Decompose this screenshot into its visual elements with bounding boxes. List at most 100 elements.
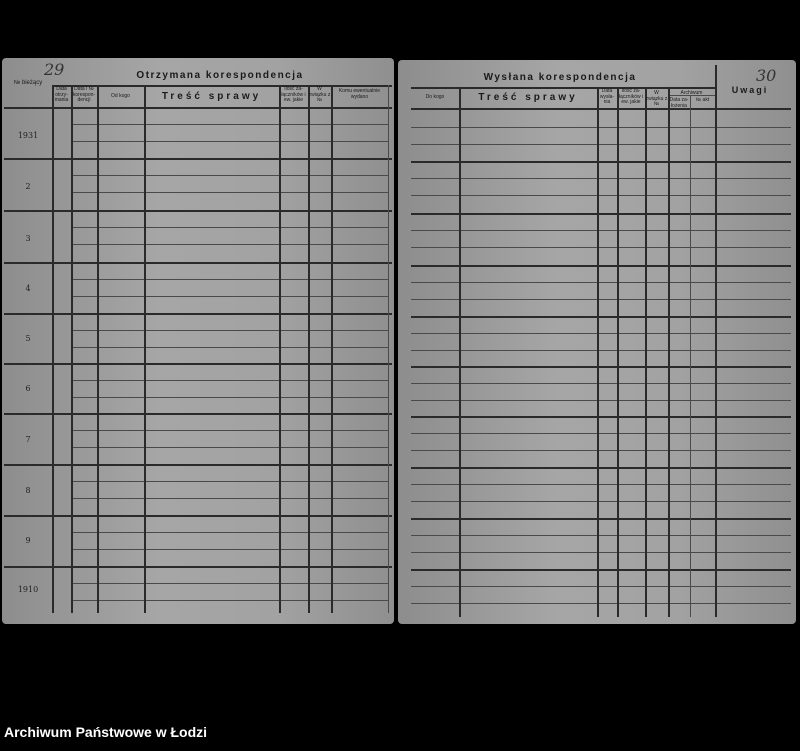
horizontal-rule	[411, 282, 791, 283]
horizontal-rule	[411, 586, 791, 587]
horizontal-rule	[4, 363, 392, 365]
col-related-to: W związku z №	[308, 86, 331, 103]
archive-caption: Archiwum Państwowe w Łodzi	[4, 724, 208, 740]
horizontal-rule	[4, 566, 392, 568]
vertical-rule	[597, 87, 599, 617]
col-date-sent: Data wysła-nia	[599, 88, 615, 105]
horizontal-rule	[71, 481, 388, 482]
horizontal-rule	[411, 501, 791, 502]
horizontal-rule	[411, 87, 715, 89]
horizontal-rule	[411, 535, 791, 536]
vertical-rule	[690, 95, 691, 617]
horizontal-rule	[411, 230, 791, 231]
horizontal-rule	[411, 144, 791, 145]
horizontal-rule	[411, 265, 791, 267]
row-number: 5	[25, 334, 31, 343]
horizontal-rule	[71, 532, 388, 533]
horizontal-rule	[71, 175, 388, 176]
horizontal-rule	[411, 383, 791, 384]
col-handed-to: Komu ewentualnie wydano	[338, 88, 381, 100]
horizontal-rule	[71, 227, 388, 228]
row-number: 2	[25, 182, 31, 191]
horizontal-rule	[71, 498, 388, 499]
horizontal-rule	[668, 95, 715, 96]
col-archive-file-number: № akt	[695, 97, 710, 103]
page-number-right: 30	[756, 66, 777, 85]
horizontal-rule	[71, 583, 388, 584]
horizontal-rule	[71, 549, 388, 550]
horizontal-rule	[71, 397, 388, 398]
vertical-rule	[715, 87, 717, 617]
vertical-rule	[617, 87, 619, 617]
horizontal-rule	[411, 127, 791, 128]
vertical-rule	[715, 65, 717, 87]
col-correspondence-date: Data i № korespon-dencji	[72, 86, 96, 103]
col-attachments: Ilość za-łączników i ew. jakie	[281, 86, 306, 103]
horizontal-rule	[411, 416, 791, 418]
left-page	[2, 58, 394, 624]
vertical-rule	[97, 85, 99, 613]
row-number: 1931	[17, 131, 39, 140]
horizontal-rule	[411, 350, 791, 351]
horizontal-rule	[4, 107, 392, 109]
col-archive-date: Data za-łożenia	[669, 97, 689, 109]
row-number: 8	[25, 486, 31, 495]
vertical-rule	[388, 85, 389, 613]
vertical-rule	[645, 87, 647, 617]
vertical-rule	[279, 85, 281, 613]
row-number: 1910	[17, 585, 39, 594]
horizontal-rule	[4, 158, 392, 160]
horizontal-rule	[411, 213, 791, 215]
col-date-received: Data otrzy-mania	[54, 86, 69, 103]
horizontal-rule	[4, 313, 392, 315]
left-title: Otrzymana korespondencja	[136, 70, 304, 81]
horizontal-rule	[71, 192, 388, 193]
horizontal-rule	[71, 600, 388, 601]
vertical-rule	[459, 87, 461, 617]
horizontal-rule	[4, 210, 392, 212]
horizontal-rule	[52, 85, 392, 87]
horizontal-rule	[411, 161, 791, 163]
vertical-rule	[144, 85, 146, 613]
horizontal-rule	[411, 400, 791, 401]
horizontal-rule	[411, 484, 791, 485]
horizontal-rule	[4, 464, 392, 466]
horizontal-rule	[411, 333, 791, 334]
horizontal-rule	[411, 178, 791, 179]
horizontal-rule	[411, 467, 791, 469]
col-remarks: Uwagi	[731, 85, 769, 95]
row-number: 9	[25, 536, 31, 545]
horizontal-rule	[71, 430, 388, 431]
row-number: 3	[25, 234, 31, 243]
horizontal-rule	[411, 108, 791, 110]
col-subject: Treść sprawy	[161, 91, 262, 102]
horizontal-rule	[411, 247, 791, 248]
row-number: 4	[25, 284, 31, 293]
vertical-rule	[668, 87, 670, 617]
horizontal-rule	[411, 450, 791, 451]
vertical-rule	[71, 85, 73, 613]
horizontal-rule	[411, 433, 791, 434]
vertical-rule	[308, 85, 310, 613]
right-title: Wysłana korespondencja	[483, 72, 637, 83]
horizontal-rule	[71, 347, 388, 348]
horizontal-rule	[71, 380, 388, 381]
vertical-rule	[52, 85, 54, 613]
row-number: 6	[25, 384, 31, 393]
horizontal-rule	[411, 518, 791, 520]
horizontal-rule	[411, 569, 791, 571]
horizontal-rule	[71, 244, 388, 245]
horizontal-rule	[411, 299, 791, 300]
col-related-to-sent: W związku z №	[645, 90, 668, 107]
horizontal-rule	[71, 141, 388, 142]
col-number: № bieżący	[13, 80, 43, 86]
horizontal-rule	[71, 330, 388, 331]
horizontal-rule	[71, 447, 388, 448]
horizontal-rule	[411, 316, 791, 318]
col-from-whom: Od kogo	[111, 93, 130, 99]
horizontal-rule	[411, 366, 791, 368]
horizontal-rule	[411, 552, 791, 553]
horizontal-rule	[71, 296, 388, 297]
horizontal-rule	[411, 603, 791, 604]
col-attachments-sent: Ilość za-łączników i ew. jakie	[618, 88, 644, 105]
